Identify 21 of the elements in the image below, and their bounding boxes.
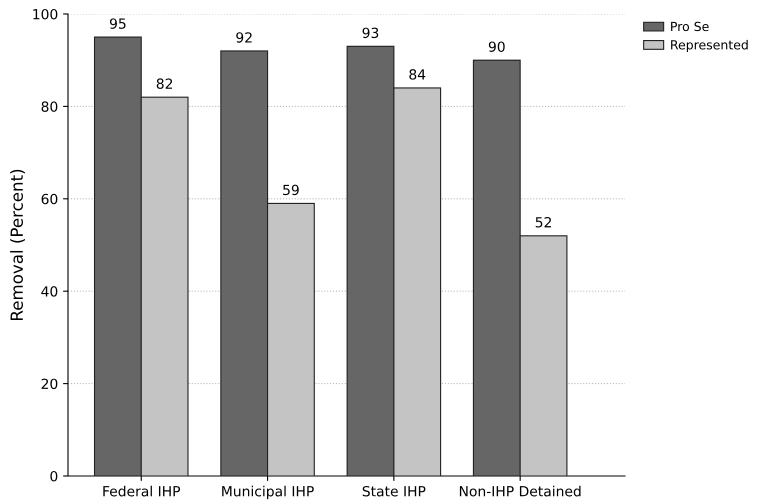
data-label: 95 [110, 18, 126, 29]
legend-label: Pro Se [671, 22, 709, 32]
data-label: 93 [362, 28, 378, 38]
x-tick-label: Municipal IHP [222, 486, 314, 500]
y-tick-label: 0 [50, 470, 58, 482]
data-label: 52 [536, 217, 551, 228]
data-label: 84 [409, 69, 426, 80]
x-tick-label: Federal IHP [103, 486, 180, 496]
x-tick-label: State IHP [362, 486, 426, 496]
data-label: 59 [283, 184, 299, 196]
data-label: 82 [156, 78, 172, 89]
y-tick-label: 40 [41, 286, 58, 297]
data-label: 92 [236, 32, 252, 43]
y-axis-title: Removal (Percent) [10, 170, 25, 320]
data-label: 90 [488, 41, 505, 52]
y-tick-label: 80 [42, 101, 58, 112]
y-tick-label: 20 [42, 378, 58, 390]
y-tick-label: 60 [42, 194, 58, 204]
y-tick-label: 100 [33, 8, 58, 20]
x-tick-label: Non-IHP Detained [460, 486, 581, 496]
legend-label: Represented [671, 40, 748, 52]
